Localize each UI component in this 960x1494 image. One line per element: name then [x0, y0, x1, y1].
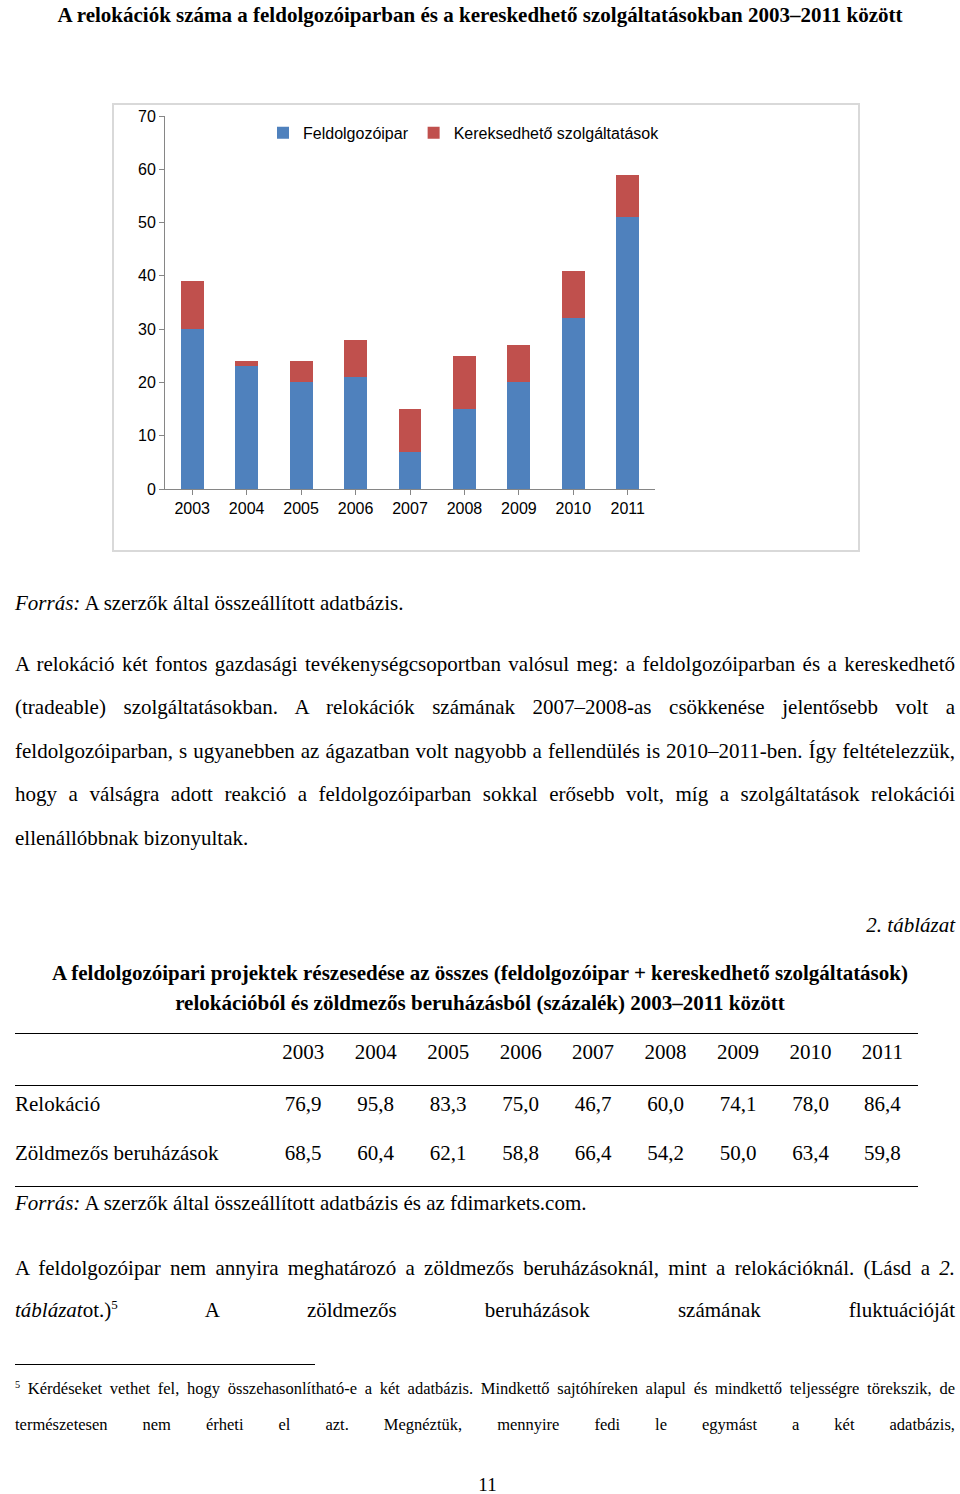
html-text:11: 11 — [478, 1474, 497, 1494]
html-text:62,1: 62,1 — [429, 1141, 467, 1165]
svg-text:2006: 2006 — [338, 500, 374, 517]
html-text:A feldolgozóipar nem annyira m: A feldolgozóipar nem annyira meghatározó… — [15, 1256, 955, 1322]
svg-text:2009: 2009 — [501, 500, 537, 517]
html-text:2009: 2009 — [717, 1040, 759, 1064]
svg-text:2008: 2008 — [447, 500, 483, 517]
html-text:A relokáció két fontos gazdasá: A relokáció két fontos gazdasági tevéken… — [15, 652, 955, 850]
svg-text:70: 70 — [138, 108, 156, 125]
html-text:95,8: 95,8 — [357, 1092, 395, 1116]
html-text:A feldolgozóipari projektek ré: A feldolgozóipari projektek részesedése … — [52, 961, 908, 1015]
html-text:59,8: 59,8 — [864, 1141, 901, 1165]
html-text:78,0: 78,0 — [792, 1092, 829, 1116]
svg-text:Kereksedhető szolgáltatások: Kereksedhető szolgáltatások — [454, 125, 660, 142]
svg-text:2004: 2004 — [229, 500, 265, 517]
html-text:66,4: 66,4 — [574, 1141, 612, 1165]
html-text:Zöldmezős beruházások: Zöldmezős beruházások — [15, 1141, 219, 1165]
html-text:58,8: 58,8 — [502, 1141, 539, 1165]
svg-text:60: 60 — [138, 161, 156, 178]
svg-text:2010: 2010 — [556, 500, 592, 517]
svg-text:2011: 2011 — [611, 500, 646, 517]
html-text:75,0: 75,0 — [502, 1092, 539, 1116]
html-text:2. táblázat: 2. táblázat — [866, 913, 955, 937]
html-text:A relokációk száma a feldolgoz: A relokációk száma a feldolgozóiparban é… — [57, 3, 903, 27]
html-text:2005: 2005 — [427, 1040, 470, 1064]
html-text:60,0: 60,0 — [647, 1092, 684, 1116]
html-text:Forrás: A szerzők által összeá: Forrás: A szerzők által összeállított ad… — [15, 591, 404, 615]
svg-text:0: 0 — [147, 481, 156, 498]
svg-text:20: 20 — [138, 374, 156, 391]
html-text:50,0: 50,0 — [719, 1141, 757, 1165]
html-text:86,4: 86,4 — [864, 1092, 901, 1116]
svg-text:50: 50 — [138, 214, 156, 231]
svg-text:2005: 2005 — [283, 500, 319, 517]
svg-text:40: 40 — [138, 267, 156, 284]
html-text:Forrás: A szerzők által összeá: Forrás: A szerzők által összeállított ad… — [15, 1191, 587, 1215]
html-text:Relokáció: Relokáció — [15, 1092, 101, 1116]
html-text:63,4: 63,4 — [792, 1141, 829, 1165]
svg-text:2003: 2003 — [174, 500, 210, 517]
html-text:2007: 2007 — [572, 1040, 615, 1064]
html-text:46,7: 46,7 — [574, 1092, 612, 1116]
svg-text:10: 10 — [138, 427, 156, 444]
html-text:2011: 2011 — [861, 1040, 903, 1064]
svg-text:2007: 2007 — [392, 500, 428, 517]
html-text:2006: 2006 — [499, 1040, 542, 1064]
html-text:54,2: 54,2 — [647, 1141, 684, 1165]
html-text:2010: 2010 — [789, 1040, 832, 1064]
html-text:74,1: 74,1 — [719, 1092, 757, 1116]
html-text:2008: 2008 — [644, 1040, 687, 1064]
html-text:2004: 2004 — [354, 1040, 397, 1064]
html-text:60,4: 60,4 — [357, 1141, 395, 1165]
html-text:5Kérdéseket vethet fel, hogy ö: 5Kérdéseket vethet fel, hogy összehasonl… — [15, 1378, 955, 1434]
html-text:2003: 2003 — [282, 1040, 325, 1064]
html-text:68,5: 68,5 — [284, 1141, 322, 1165]
svg-text:Feldolgozóipar: Feldolgozóipar — [303, 125, 409, 142]
html-text:76,9: 76,9 — [284, 1092, 322, 1116]
svg-text:30: 30 — [138, 321, 156, 338]
html-text:83,3: 83,3 — [429, 1092, 467, 1116]
